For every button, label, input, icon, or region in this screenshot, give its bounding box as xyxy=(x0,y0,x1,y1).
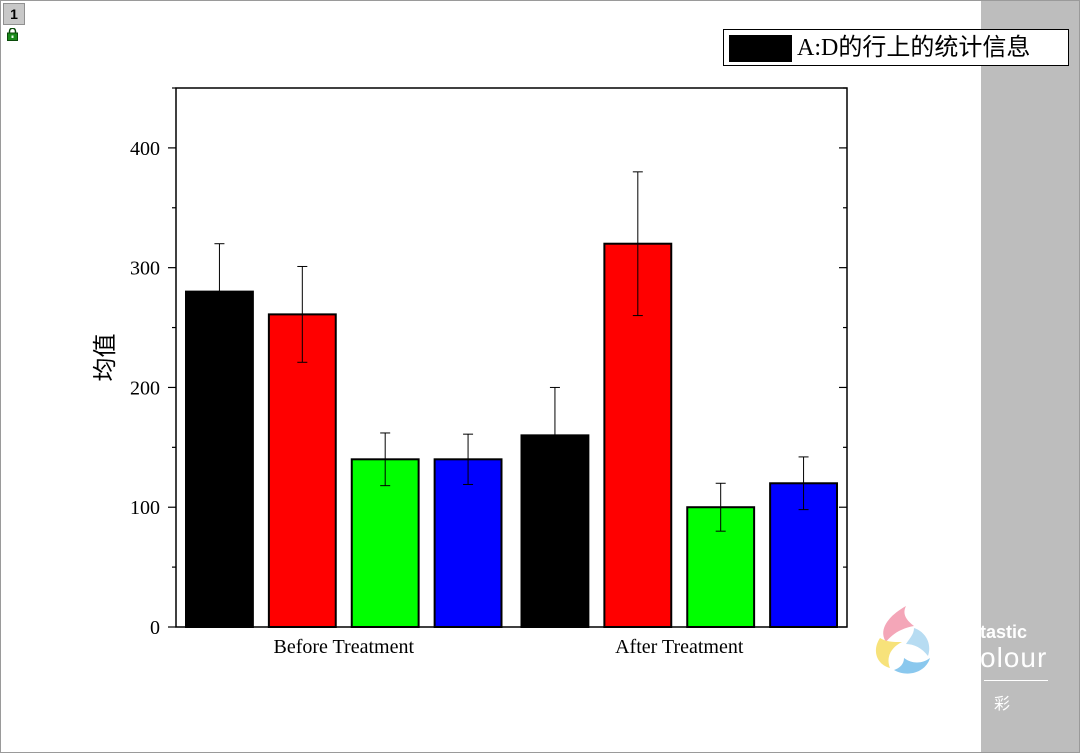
bar xyxy=(433,458,503,628)
y-tick-label: 400 xyxy=(130,138,160,160)
x-tick-label: After Treatment xyxy=(615,636,744,658)
y-tick-label: 0 xyxy=(150,617,160,639)
y-tick-label: 300 xyxy=(130,258,160,280)
chart-error-bars xyxy=(214,171,809,532)
plot-frame xyxy=(175,87,848,628)
y-tick-label: 200 xyxy=(130,377,160,399)
bar xyxy=(267,313,337,628)
watermark-divider xyxy=(984,680,1048,681)
chart-labels: 0 100 200 300 400 均值 Before Treatment After Tre… xyxy=(91,138,744,658)
chart-axes xyxy=(168,87,848,628)
y-tick-label: 100 xyxy=(130,497,160,519)
color-swirl-icon xyxy=(875,606,930,674)
watermark-line-2: olour xyxy=(980,642,1048,673)
watermark-line-3: 彩 xyxy=(994,694,1011,713)
lock-icon[interactable] xyxy=(7,28,18,41)
right-side-panel xyxy=(981,1,1079,752)
legend-label: A:D的行上的统计信息 xyxy=(797,35,1031,61)
page-number-badge[interactable]: 1 xyxy=(3,3,25,25)
y-axis-label: 均值 xyxy=(91,334,119,382)
watermark-line-1: tastic xyxy=(980,622,1028,642)
legend[interactable]: A:D的行上的统计信息 xyxy=(723,29,1069,66)
legend-swatch xyxy=(729,35,792,62)
watermark-logo: tastic olour 彩 xyxy=(862,596,1052,716)
chart-bars xyxy=(185,242,838,629)
bar xyxy=(350,458,420,628)
bar xyxy=(185,290,254,628)
x-tick-label: Before Treatment xyxy=(273,636,414,658)
